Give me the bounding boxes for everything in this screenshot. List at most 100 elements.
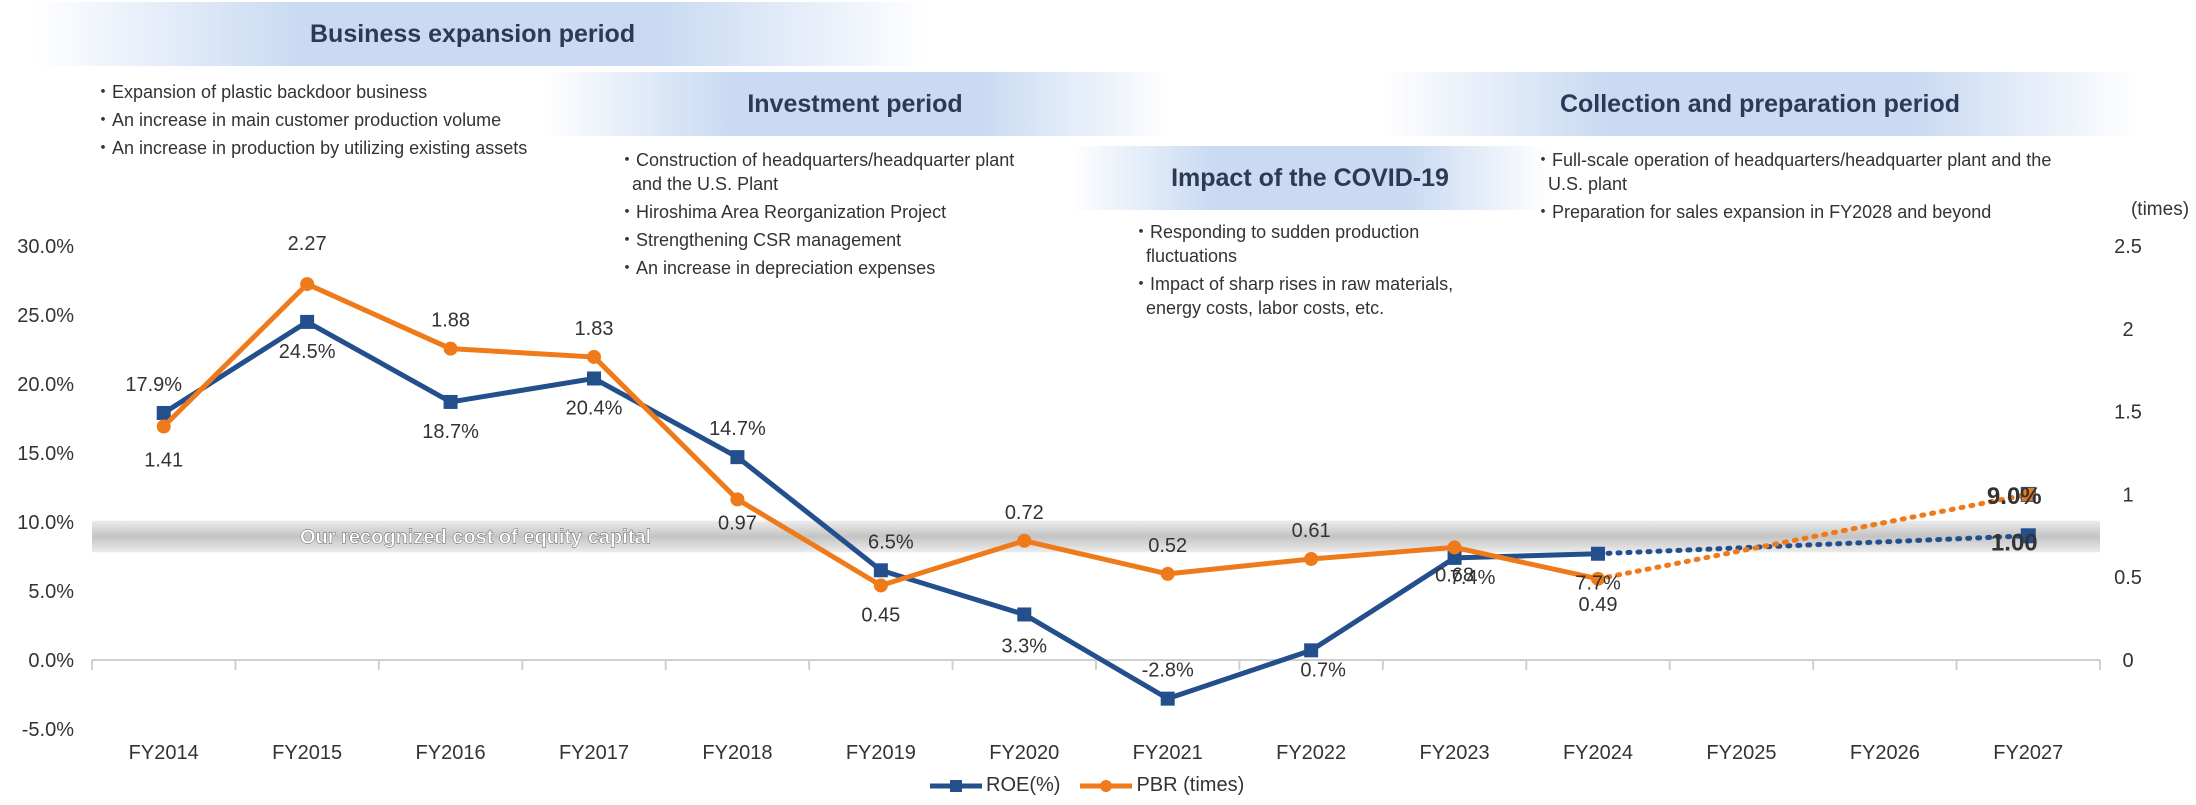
period-title-expansion: Business expansion period (310, 19, 636, 48)
legend-item-roe: ROE(%) (930, 774, 1060, 797)
x-axis-tick-label: FY2025 (1706, 742, 1776, 764)
x-axis-tick-label: FY2021 (1133, 742, 1203, 764)
period-title-covid: Impact of the COVID-19 (1171, 163, 1449, 192)
pbr-marker (1447, 540, 1462, 555)
cost-of-equity-label: Our recognized cost of equity capital (300, 526, 651, 548)
roe-data-label: 18.7% (422, 421, 479, 443)
right-axis-tick-label: 1.5 (2114, 402, 2142, 424)
period-notes-collection: Full-scale operation of headquarters/hea… (1534, 148, 2054, 228)
pbr-data-label: 1.83 (575, 318, 614, 340)
roe-data-label: 17.9% (125, 374, 182, 396)
pbr-data-label: 0.72 (1005, 502, 1044, 524)
pbr-marker (1017, 533, 1032, 548)
roe-marker (873, 563, 888, 578)
pbr-marker (873, 578, 888, 593)
x-axis-tick-label: FY2017 (559, 742, 629, 764)
right-axis-tick-label: 2 (2122, 319, 2133, 341)
roe-data-label: 24.5% (279, 341, 336, 363)
roe-marker (587, 371, 601, 386)
roe-marker (1017, 607, 1032, 622)
note-item: Responding to sudden production fluctuat… (1132, 220, 1472, 268)
x-axis-tick-label: FY2027 (1993, 742, 2063, 764)
roe-data-label: 7.7% (1575, 573, 1621, 595)
legend-label-roe: ROE(%) (986, 774, 1061, 796)
pbr-data-label: 0.49 (1579, 594, 1618, 616)
period-title-investment: Investment period (747, 89, 963, 118)
period-title-collection: Collection and preparation period (1559, 89, 1961, 118)
left-axis-tick-label: 25.0% (17, 305, 74, 327)
pbr-data-label: 1.88 (431, 310, 470, 332)
left-axis-tick-label: 30.0% (17, 236, 74, 258)
right-axis-unit-label: (times) (2131, 199, 2189, 220)
pbr-data-label: 0.52 (1148, 535, 1187, 557)
pbr-legend-icon (1080, 779, 1133, 792)
pbr-data-label: 0.45 (861, 604, 900, 626)
note-item: An increase in depreciation expenses (618, 256, 1018, 280)
right-axis-tick-label: 1 (2122, 484, 2133, 506)
roe-data-label: -2.8% (1142, 660, 1194, 682)
pbr-data-label: 0.68 (1435, 564, 1474, 586)
pbr-data-label: 2.27 (288, 233, 327, 255)
note-item: Expansion of plastic backdoor business (94, 80, 614, 104)
period-header-covid: Impact of the COVID-19 (1070, 146, 1550, 210)
pbr-marker (730, 492, 745, 507)
pbr-data-label: 0.97 (718, 512, 757, 534)
roe-data-label: 3.3% (1001, 635, 1047, 657)
left-axis-tick-label: 5.0% (28, 581, 74, 603)
pbr-marker (1591, 571, 1605, 586)
note-item: Full-scale operation of headquarters/hea… (1534, 148, 2054, 196)
x-axis-tick-label: FY2014 (129, 742, 199, 764)
roe-data-label: 20.4% (566, 397, 623, 419)
note-item: Hiroshima Area Reorganization Project (618, 200, 1018, 224)
pbr-data-label: 1.41 (144, 450, 183, 472)
chart-legend: ROE(%) PBR (times) (930, 774, 1244, 797)
roe-data-label: 7.4% (1450, 567, 1496, 589)
roe-data-label: 0.7% (1300, 659, 1346, 681)
roe-marker (730, 450, 745, 465)
roe-marker (1591, 546, 1605, 561)
legend-label-pbr: PBR (times) (1136, 774, 1245, 796)
pbr-data-label: 1.00 (1991, 529, 2038, 556)
roe-marker (1304, 643, 1319, 658)
note-item: An increase in production by utilizing e… (94, 136, 614, 160)
right-axis-tick-label: 0.5 (2114, 567, 2142, 589)
period-notes-covid: Responding to sudden production fluctuat… (1132, 220, 1472, 324)
series-line-0 (162, 319, 1599, 702)
note-item: Impact of sharp rises in raw materials, … (1132, 272, 1472, 320)
x-axis-tick-label: FY2019 (846, 742, 916, 764)
target-marker (2020, 486, 2036, 502)
series-target-line-0 (1595, 533, 2031, 557)
roe-data-label: 14.7% (709, 418, 766, 440)
left-axis-tick-label: 15.0% (17, 443, 74, 465)
roe-marker (443, 394, 458, 409)
pbr-data-label: 0.61 (1292, 520, 1331, 542)
roe-marker (1160, 691, 1175, 706)
left-axis-tick-label: 0.0% (28, 650, 74, 672)
note-item: An increase in main customer production … (94, 108, 614, 132)
legend-item-pbr: PBR (times) (1080, 774, 1244, 797)
pbr-marker (1160, 566, 1175, 581)
period-header-investment: Investment period (540, 72, 1170, 136)
target-marker (2020, 528, 2036, 544)
left-axis-tick-label: -5.0% (22, 719, 74, 741)
x-axis-tick-label: FY2023 (1420, 742, 1490, 764)
pbr-marker (300, 277, 315, 292)
roe-data-label: 9.0% (1987, 483, 2042, 510)
pbr-marker (1304, 551, 1319, 566)
x-axis-tick-label: FY2022 (1276, 742, 1346, 764)
series-target-line-1 (1595, 491, 2031, 582)
note-item: Construction of headquarters/headquarter… (618, 148, 1018, 196)
right-axis-tick-label: 2.5 (2114, 236, 2142, 258)
x-axis-tick-label: FY2024 (1563, 742, 1633, 764)
roe-legend-icon (930, 779, 982, 792)
roe-marker (300, 314, 315, 329)
x-axis-tick-label: FY2016 (416, 742, 486, 764)
x-axis-tick-label: FY2015 (272, 742, 342, 764)
x-axis-tick-label: FY2020 (989, 742, 1059, 764)
roe-marker (156, 405, 171, 420)
period-header-collection: Collection and preparation period (1380, 72, 2140, 136)
pbr-marker (587, 349, 601, 364)
pbr-marker (156, 419, 171, 434)
x-axis-tick-label: FY2026 (1850, 742, 1920, 764)
